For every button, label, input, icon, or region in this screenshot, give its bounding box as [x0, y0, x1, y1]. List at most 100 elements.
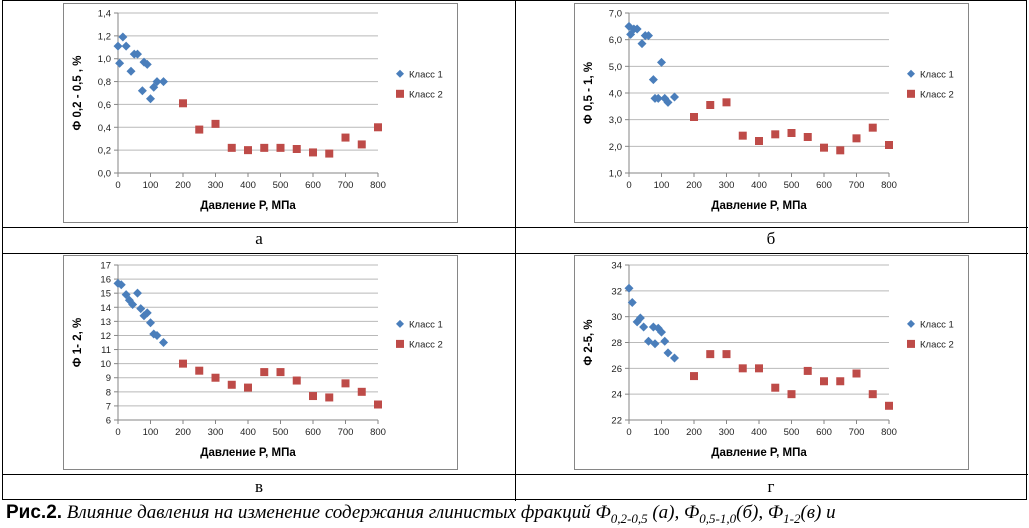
y-tick-label: 22 [611, 416, 622, 427]
series-2-point [722, 98, 731, 107]
y-tick-label: 30 [611, 312, 622, 323]
series-1-point [632, 24, 642, 34]
caption-text-1: Влияние давления на изменение содержания… [62, 502, 611, 523]
y-tick-label: 6 [106, 416, 111, 427]
x-axis-label: Давление P, МПа [200, 447, 296, 459]
caption-lead: Рис.2. [6, 502, 63, 523]
y-tick-label: 10 [100, 359, 111, 370]
series-2-point [690, 113, 698, 121]
series-2-point [309, 148, 317, 157]
legend-label: Класс 1 [920, 69, 954, 80]
series-2-point [690, 372, 698, 381]
y-tick-label: 13 [100, 317, 111, 328]
x-tick-label: 400 [751, 427, 767, 438]
series-1-point [139, 311, 149, 321]
series-2-point [868, 390, 877, 399]
chart-a: 0,0 0,2 0,4 0,6 0,8 1,0 1,2 1,4 0 100 200 300 400 500… [63, 3, 458, 223]
chart-frame [63, 3, 458, 223]
y-tick-label: 17 [100, 261, 111, 272]
series-1-point [159, 77, 168, 87]
series-1-point [146, 94, 155, 104]
series-2-point [803, 133, 812, 141]
caption-text-4: (в) и [800, 502, 836, 523]
x-tick-label: 100 [143, 427, 159, 438]
chart-frame [63, 255, 458, 470]
x-tick-label: 600 [305, 180, 321, 191]
series-2-point [374, 123, 382, 132]
y-tick-label: 16 [100, 275, 111, 286]
x-tick-label: 100 [654, 180, 670, 191]
legend-label: Класс 1 [409, 69, 443, 80]
y-axis-label: Ф 0,5 - 1, % [583, 62, 595, 124]
series-1-point [121, 41, 131, 51]
series-1-point [663, 97, 673, 107]
series-2-point [885, 401, 893, 410]
series-1-point [136, 304, 146, 314]
y-tick-label: 7,0 [609, 9, 622, 20]
y-axis-label: Ф 0,2 - 0,5 , % [72, 55, 84, 130]
series-1-point [128, 299, 138, 309]
legend-marker-2 [396, 339, 404, 348]
series-1-point [657, 57, 666, 67]
y-tick-label: 7 [106, 401, 111, 412]
series-1-point [639, 322, 649, 332]
caption-text-3: (б), Ф [736, 502, 784, 523]
series-1-point [113, 41, 123, 51]
table-divider-top [3, 227, 1028, 228]
legend-label: Класс 2 [409, 89, 443, 100]
series-2-point [836, 377, 845, 386]
x-tick-label: 300 [208, 180, 224, 191]
legend-marker-1 [396, 319, 404, 328]
caption-text: Влияние давления на изменение содержания… [62, 502, 836, 526]
series-2-point [885, 141, 893, 149]
x-tick-label: 200 [175, 180, 191, 191]
x-tick-label: 100 [143, 180, 159, 191]
x-tick-label: 0 [115, 427, 120, 438]
x-tick-label: 200 [686, 180, 702, 191]
y-tick-label: 12 [100, 331, 111, 342]
series-1-point [650, 339, 660, 349]
y-tick-label: 1,0 [609, 169, 622, 180]
series-1-point [627, 297, 637, 307]
y-tick-label: 1,2 [98, 31, 111, 42]
table-divider-bottom [3, 474, 1028, 475]
chart-v: 6 7 8 9 10 11 12 13 14 15 16 17 0 100 200 300 400 500 600 7… [63, 255, 458, 470]
y-tick-label: 34 [611, 261, 622, 272]
series-2-point [787, 390, 796, 399]
y-tick-label: 28 [611, 338, 622, 349]
series-2-point [868, 123, 877, 132]
y-tick-label: 15 [100, 289, 111, 300]
series-2-point [309, 392, 317, 401]
panel-label-g: г [767, 477, 775, 496]
table-vertical-divider [515, 1, 516, 501]
series-2-point [276, 143, 285, 152]
x-tick-label: 500 [784, 180, 800, 191]
caption-sub-1: 0,2-0,5 [610, 510, 648, 526]
series-2-point [722, 350, 731, 359]
y-tick-label: 32 [611, 286, 622, 297]
legend-label: Класс 2 [409, 339, 443, 350]
series-1-point [137, 86, 147, 96]
y-tick-label: 6,0 [609, 35, 622, 46]
series-1-point [670, 92, 679, 102]
series-2-point [803, 366, 812, 375]
series-2-point [325, 149, 334, 158]
panel-label-a: а [255, 229, 263, 248]
series-2-point [276, 368, 285, 377]
chart-g: 22 24 26 28 30 32 34 0 100 200 300 400 500 600 700 800 Д… [574, 255, 969, 470]
caption-sub-3: 1-2 [783, 510, 801, 526]
x-tick-label: 800 [370, 427, 386, 438]
y-tick-label: 3,0 [609, 115, 622, 126]
x-tick-label: 700 [849, 180, 865, 191]
x-tick-label: 100 [654, 427, 670, 438]
y-tick-label: 9 [106, 373, 111, 384]
x-tick-label: 600 [816, 180, 832, 191]
x-tick-label: 300 [719, 427, 735, 438]
series-2-point [820, 377, 828, 386]
y-tick-label: 4,0 [609, 89, 622, 100]
chart-frame [574, 255, 969, 470]
y-tick-label: 24 [611, 390, 622, 401]
series-2-point [211, 373, 220, 382]
y-tick-label: 2,0 [609, 142, 622, 153]
legend-marker-1 [396, 69, 404, 78]
